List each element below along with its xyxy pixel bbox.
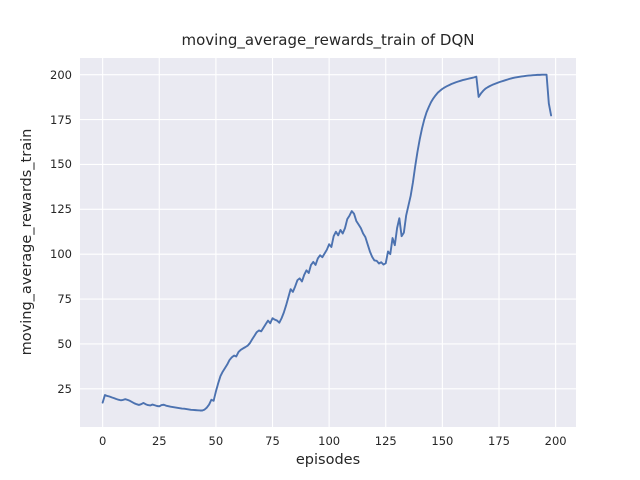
- y-tick-label: 125: [50, 202, 72, 217]
- y-tick-label: 150: [50, 157, 72, 172]
- x-tick-label: 100: [318, 434, 341, 448]
- y-tick-label: 50: [57, 336, 72, 351]
- y-axis-label-text: moving_average_rewards_train: [19, 128, 35, 356]
- x-tick-label: 200: [544, 434, 567, 448]
- plot-area: [80, 58, 576, 427]
- y-tick-label: 175: [50, 112, 72, 127]
- x-tick-label: 150: [431, 434, 454, 448]
- x-tick-label: 75: [265, 434, 280, 448]
- x-tick-label: 175: [488, 434, 510, 448]
- y-tick-label: 200: [50, 67, 72, 82]
- x-tick-label: 0: [98, 434, 107, 448]
- x-tick-label: 125: [374, 434, 397, 448]
- x-axis-label: episodes: [295, 452, 361, 468]
- y-tick-label: 25: [57, 381, 72, 396]
- x-tick-label: 50: [208, 434, 224, 448]
- x-tick-label: 25: [151, 434, 167, 448]
- y-tick-label: 100: [50, 247, 72, 262]
- plot-canvas: [80, 58, 576, 427]
- series-line: [101, 73, 553, 412]
- y-tick-label: 75: [57, 292, 72, 307]
- chart-title: moving_average_rewards_train of DQN: [181, 31, 475, 49]
- grid-lines: [80, 58, 576, 427]
